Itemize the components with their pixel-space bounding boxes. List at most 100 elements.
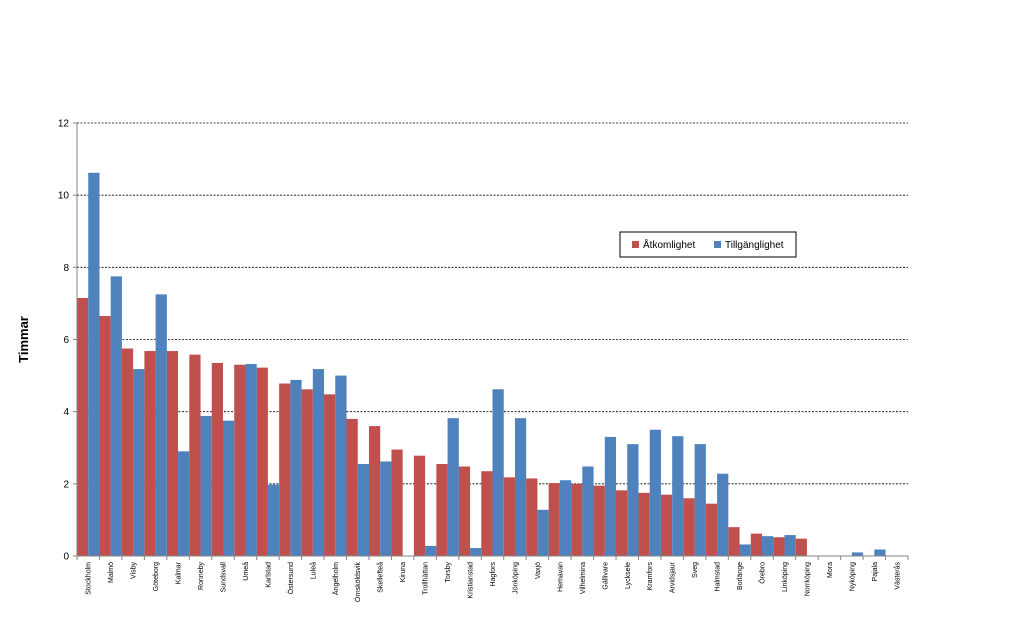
bar-atkomlighet	[683, 498, 695, 556]
bar-atkomlighet	[436, 463, 448, 556]
x-category-label: Mora	[827, 562, 834, 578]
y-tick-label: 0	[63, 552, 69, 563]
bar-atkomlighet	[189, 354, 201, 556]
bar-atkomlighet	[99, 316, 111, 556]
x-category-label: Västerås	[893, 562, 901, 590]
bar-atkomlighet	[593, 485, 605, 556]
bar-tillganglighet	[649, 429, 661, 556]
bar-atkomlighet	[728, 527, 740, 556]
x-category-label: Gällivare	[602, 562, 609, 590]
x-category-label: Norrköping	[804, 562, 811, 596]
x-category-label: Pajala	[872, 562, 879, 582]
bar-tillganglighet	[155, 294, 167, 556]
bar-tillganglighet	[357, 463, 369, 556]
x-category-label: Umeå	[242, 562, 250, 581]
x-category-label: Luleå	[309, 562, 317, 579]
bar-tillganglighet	[739, 544, 751, 556]
bar-atkomlighet	[795, 538, 807, 556]
bar-atkomlighet	[301, 389, 313, 556]
legend-swatch-tillganglighet	[714, 241, 721, 248]
bar-tillganglighet	[762, 536, 774, 556]
x-category-label: Sveg	[692, 562, 699, 578]
x-category-label: Sundsvall	[220, 562, 227, 593]
x-category-label: Skellefteå	[377, 562, 385, 593]
x-category-label: Kramfors	[647, 562, 654, 591]
bar-atkomlighet	[638, 492, 650, 556]
bar-atkomlighet	[279, 383, 291, 556]
x-category-label: Hagfors	[490, 562, 497, 587]
bar-atkomlighet	[705, 503, 718, 556]
x-category-label: Trollhättan	[423, 562, 430, 595]
bar-tillganglighet	[851, 552, 864, 556]
bar-atkomlighet	[121, 348, 134, 556]
y-tick-label: 2	[63, 479, 69, 490]
x-category-label: Kiruna	[400, 562, 407, 582]
bar-atkomlighet	[660, 494, 673, 556]
y-axis-title: Timmar	[16, 316, 31, 363]
bar-atkomlighet	[211, 362, 223, 556]
bar-tillganglighet	[514, 418, 527, 556]
x-category-label: Östersund	[287, 562, 295, 594]
x-category-label: Göteborg	[153, 562, 160, 591]
bar-tillganglighet	[133, 369, 145, 556]
bar-tillganglighet	[178, 451, 190, 556]
legend-swatch-atkomlighet	[632, 241, 639, 248]
bar-atkomlighet	[750, 533, 763, 556]
x-category-label: Vaxjö	[535, 562, 542, 579]
x-category-label: Nyköping	[849, 562, 856, 591]
bar-tillganglighet	[672, 436, 684, 556]
bar-atkomlighet	[548, 483, 560, 556]
x-category-label: Torsby	[445, 562, 452, 583]
bar-atkomlighet	[144, 351, 156, 556]
bar-tillganglighet	[492, 389, 504, 556]
bar-tillganglighet	[627, 444, 639, 556]
x-category-label: Kalmar	[176, 561, 183, 584]
x-category-label: Visby	[131, 562, 138, 579]
bar-atkomlighet	[346, 418, 358, 556]
bar-tillganglighet	[245, 364, 257, 556]
x-category-label: Jönköping	[512, 562, 519, 594]
bar-tillganglighet	[335, 375, 347, 556]
bar-atkomlighet	[324, 394, 336, 556]
bars	[77, 172, 886, 557]
bar-tillganglighet	[447, 418, 459, 556]
x-axis-category-labels: Stockholm Malmö Visby Göteborg Kalmar Ronneby…	[76, 556, 909, 602]
x-category-label: Kristianstad	[468, 562, 475, 599]
bar-atkomlighet	[571, 483, 583, 556]
bar-tillganglighet	[222, 420, 235, 556]
bar-tillganglighet	[784, 535, 796, 556]
bar-tillganglighet	[267, 484, 280, 556]
bar-tillganglighet	[582, 466, 594, 556]
bar-atkomlighet	[77, 298, 89, 556]
x-category-label: Borlänge	[737, 562, 744, 590]
x-category-label: Arvidsjaur	[670, 561, 677, 593]
y-tick-label: 6	[63, 335, 69, 346]
bar-tillganglighet	[88, 172, 100, 557]
legend-label-atkomlighet: Åtkomlighet	[643, 238, 695, 251]
bar-tillganglighet	[604, 436, 617, 556]
x-category-label: Halmstad	[715, 562, 722, 592]
y-tick-label: 4	[63, 407, 69, 418]
y-tick-label: 10	[58, 191, 70, 202]
x-category-label: Lycksele	[625, 562, 632, 589]
bar-atkomlighet	[773, 537, 785, 556]
bar-tillganglighet	[559, 480, 572, 556]
x-category-label: Ängelholm	[332, 562, 340, 595]
bar-atkomlighet	[526, 478, 538, 556]
bar-tillganglighet	[290, 379, 302, 556]
bar-tillganglighet	[537, 509, 549, 556]
x-category-label: Karlstad	[265, 562, 272, 588]
x-category-label: Stockholm	[86, 562, 93, 595]
bar-atkomlighet	[234, 364, 246, 556]
x-category-label: Vilhelmina	[580, 562, 587, 594]
bar-tillganglighet	[874, 549, 886, 556]
y-tick-label: 8	[63, 263, 69, 274]
bar-atkomlighet	[458, 466, 471, 556]
bar-tillganglighet	[425, 545, 437, 556]
y-axis-ticks: 0 2 4 6 8 10 12	[58, 119, 77, 563]
x-category-label: Hemavan	[557, 562, 564, 592]
bar-atkomlighet	[503, 477, 515, 556]
bar-atkomlighet	[391, 449, 403, 556]
bar-atkomlighet	[166, 351, 179, 556]
